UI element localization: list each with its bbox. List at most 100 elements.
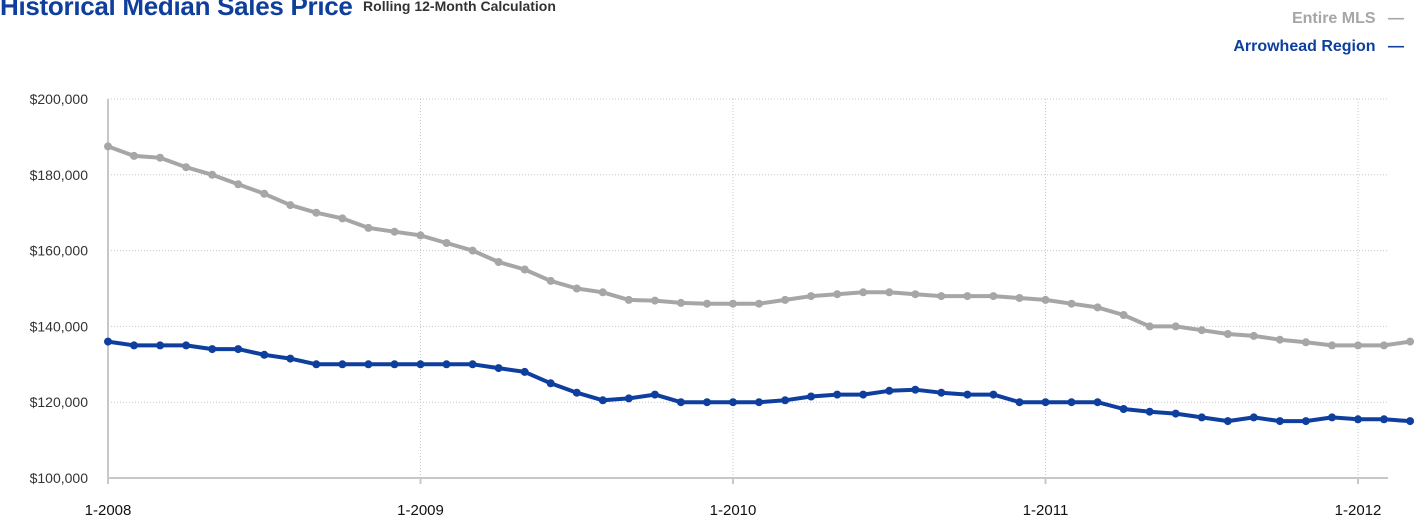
data-point-arrowhead-region <box>572 388 581 397</box>
chart-legend: Entire MLS — Arrowhead Region — <box>1233 8 1404 64</box>
data-point-arrowhead-region <box>885 386 894 395</box>
data-point-entire-mls <box>676 298 685 307</box>
data-point-arrowhead-region <box>390 360 399 369</box>
data-point-entire-mls <box>1145 322 1154 331</box>
data-point-entire-mls <box>338 214 347 223</box>
data-point-arrowhead-region <box>208 345 217 354</box>
data-point-entire-mls <box>1328 341 1336 350</box>
series-line-entire-mls <box>106 144 1413 348</box>
x-tick-label: 1-2008 <box>85 502 132 519</box>
data-point-arrowhead-region <box>364 360 373 369</box>
data-point-arrowhead-region <box>1223 417 1232 426</box>
data-point-arrowhead-region <box>546 379 555 388</box>
data-point-entire-mls <box>156 153 165 162</box>
data-point-entire-mls <box>1171 322 1180 331</box>
data-point-arrowhead-region <box>312 360 321 369</box>
data-point-entire-mls <box>1067 299 1076 308</box>
chart-subtitle: Rolling 12-Month Calculation <box>363 0 556 14</box>
data-point-arrowhead-region <box>676 398 685 407</box>
data-point-entire-mls <box>286 201 295 210</box>
data-point-arrowhead-region <box>598 396 607 405</box>
data-point-arrowhead-region <box>1041 398 1050 407</box>
legend-label-entire-mls: Entire MLS <box>1291 10 1376 27</box>
chart-header: Historical Median Sales Price Rolling 12… <box>0 0 556 22</box>
data-point-entire-mls <box>703 299 711 308</box>
data-point-entire-mls <box>104 142 112 151</box>
data-point-entire-mls <box>1301 338 1310 347</box>
legend-item-arrowhead-region[interactable]: Arrowhead Region — <box>1233 36 1404 58</box>
data-point-entire-mls <box>468 246 477 255</box>
data-point-entire-mls <box>572 284 581 293</box>
data-point-arrowhead-region <box>624 394 633 403</box>
data-point-arrowhead-region <box>1015 398 1024 407</box>
y-tick-label: $180,000 <box>30 167 89 183</box>
data-point-entire-mls <box>1223 330 1232 338</box>
data-point-entire-mls <box>546 276 555 285</box>
legend-swatch-entire-mls: — <box>1388 10 1404 27</box>
data-point-entire-mls <box>1275 335 1284 344</box>
data-point-entire-mls <box>1093 303 1102 312</box>
data-point-arrowhead-region <box>1380 415 1388 424</box>
data-point-entire-mls <box>833 290 842 299</box>
data-point-arrowhead-region <box>468 360 477 369</box>
data-point-entire-mls <box>1354 341 1362 350</box>
y-tick-label: $120,000 <box>30 394 89 410</box>
data-point-arrowhead-region <box>703 398 711 407</box>
data-point-arrowhead-region <box>104 337 112 346</box>
data-point-arrowhead-region <box>911 385 920 394</box>
data-point-arrowhead-region <box>650 390 659 399</box>
data-point-entire-mls <box>650 296 659 305</box>
data-point-entire-mls <box>624 295 633 304</box>
data-point-arrowhead-region <box>807 392 816 401</box>
data-point-entire-mls <box>1041 295 1050 304</box>
data-point-arrowhead-region <box>1145 407 1154 416</box>
legend-swatch-arrowhead-region: — <box>1388 38 1404 55</box>
data-point-entire-mls <box>1406 337 1415 346</box>
x-axis-ticks: 1-2008 1-2009 1-2010 1-2011 1-2012 <box>85 502 1382 519</box>
data-point-arrowhead-region <box>1197 413 1206 422</box>
data-point-arrowhead-region <box>781 396 790 405</box>
data-point-arrowhead-region <box>729 398 737 407</box>
data-point-arrowhead-region <box>1171 409 1180 418</box>
data-point-arrowhead-region <box>1093 398 1102 407</box>
data-point-entire-mls <box>781 295 790 304</box>
data-point-entire-mls <box>208 170 217 179</box>
data-point-entire-mls <box>885 288 894 297</box>
x-tick-label: 1-2012 <box>1335 502 1382 519</box>
data-point-entire-mls <box>729 299 737 308</box>
data-point-entire-mls <box>937 292 946 301</box>
y-tick-label: $140,000 <box>30 318 89 334</box>
data-point-entire-mls <box>182 163 191 172</box>
data-point-arrowhead-region <box>130 341 138 350</box>
data-point-arrowhead-region <box>442 360 451 369</box>
data-point-entire-mls <box>807 292 816 301</box>
data-point-arrowhead-region <box>286 354 295 363</box>
y-tick-label: $200,000 <box>30 91 89 107</box>
chart-title: Historical Median Sales Price <box>0 0 353 21</box>
data-point-entire-mls <box>520 265 529 274</box>
y-tick-label: $160,000 <box>30 243 89 259</box>
data-point-arrowhead-region <box>833 390 842 399</box>
data-point-arrowhead-region <box>1406 417 1415 426</box>
x-tick-label: 1-2009 <box>397 502 444 519</box>
legend-item-entire-mls[interactable]: Entire MLS — <box>1233 8 1404 30</box>
x-tick-label: 1-2010 <box>710 502 757 519</box>
axes <box>107 99 1388 484</box>
data-point-entire-mls <box>598 288 607 297</box>
y-axis-ticks: $200,000 $180,000 $160,000 $140,000 $120,000… <box>30 91 89 486</box>
data-point-entire-mls <box>1380 341 1388 350</box>
data-point-arrowhead-region <box>182 341 191 350</box>
data-point-entire-mls <box>1249 331 1258 340</box>
data-point-arrowhead-region <box>963 390 972 399</box>
data-point-entire-mls <box>1197 326 1206 335</box>
data-point-entire-mls <box>364 223 373 232</box>
data-point-arrowhead-region <box>755 398 763 407</box>
data-point-entire-mls <box>234 180 243 189</box>
data-point-arrowhead-region <box>156 341 165 350</box>
data-point-arrowhead-region <box>416 360 425 369</box>
data-point-arrowhead-region <box>1249 413 1258 422</box>
y-tick-label: $100,000 <box>30 470 89 486</box>
data-point-entire-mls <box>312 208 321 217</box>
data-point-arrowhead-region <box>1354 415 1362 424</box>
